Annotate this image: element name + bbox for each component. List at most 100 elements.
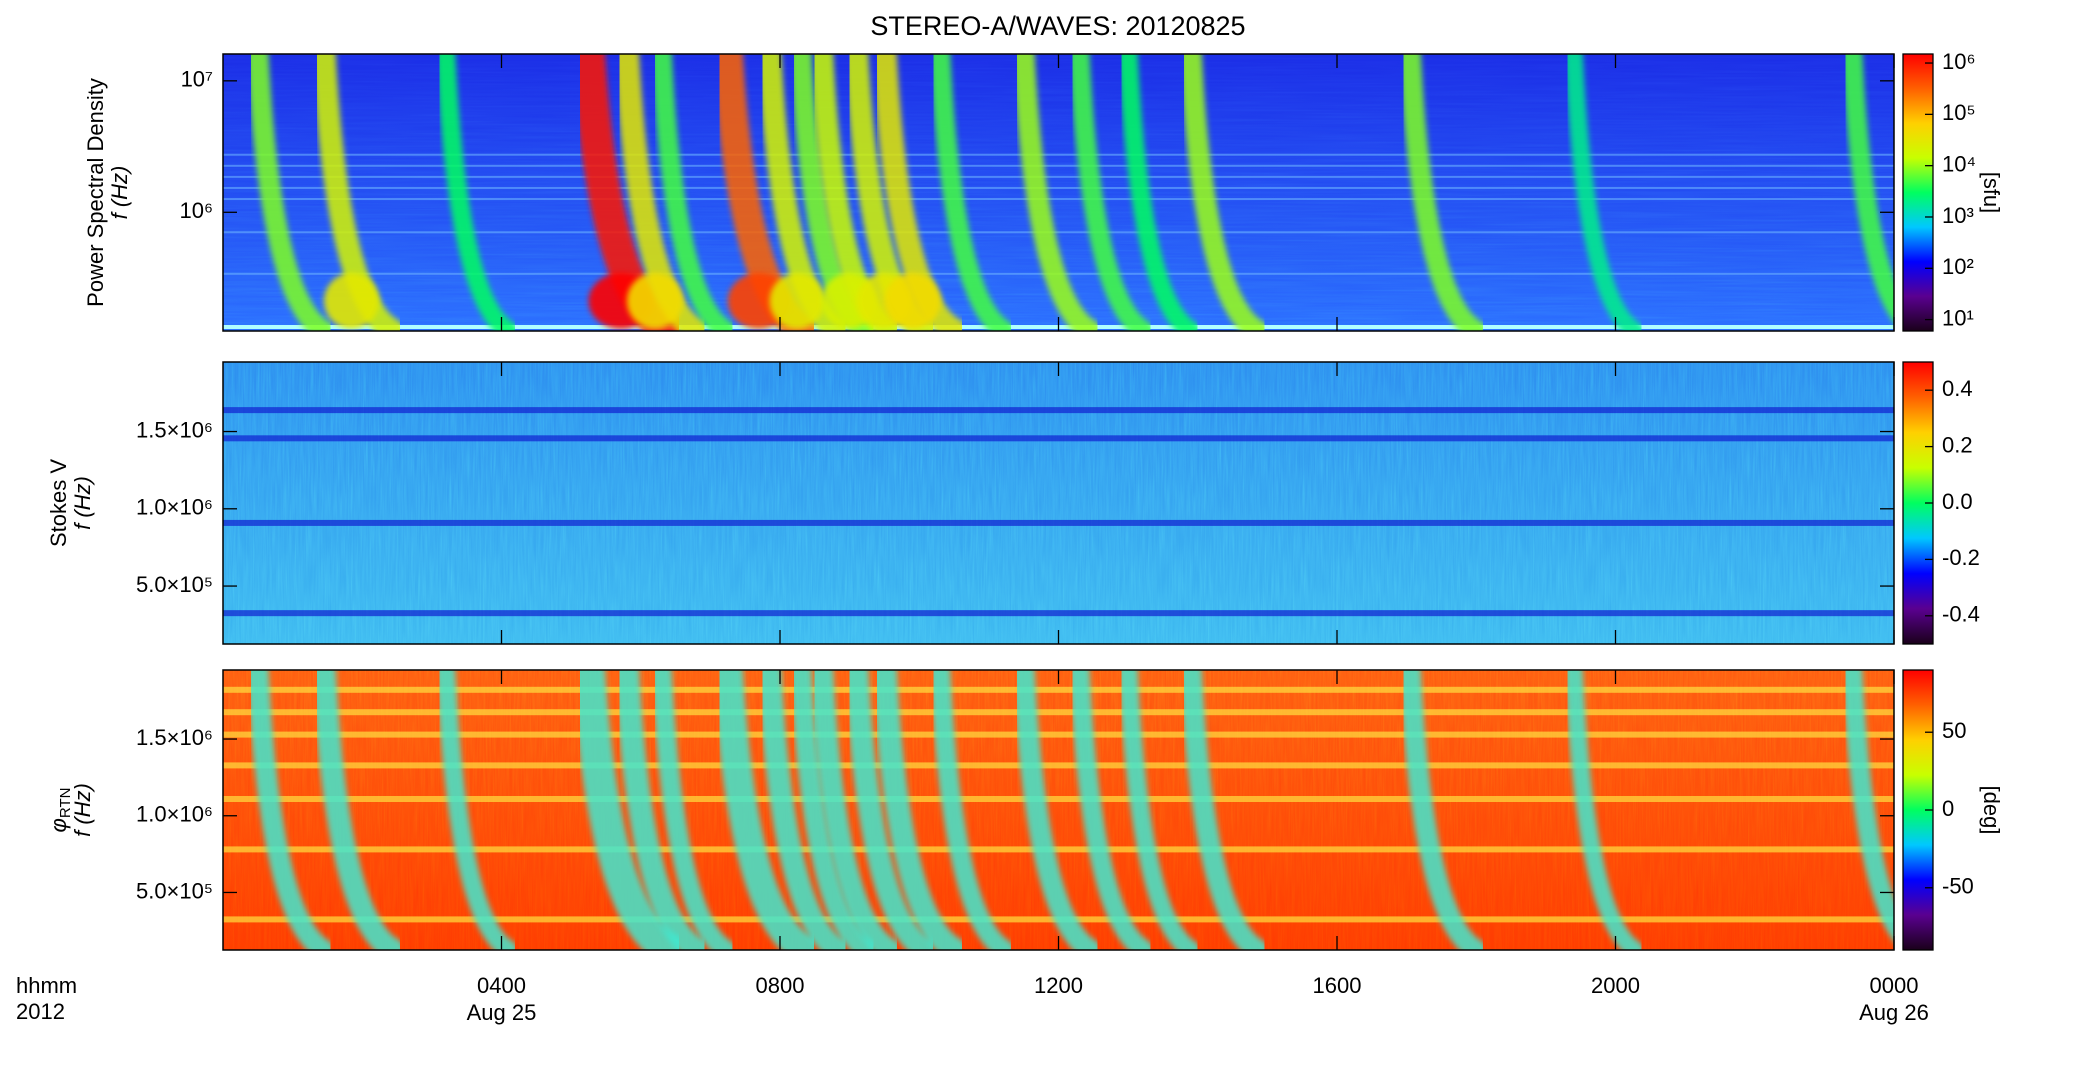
burst-core xyxy=(769,273,825,329)
colorbar-tick-label: 10⁴ xyxy=(1942,151,1976,176)
colorbar-tick-label: 0 xyxy=(1942,796,1954,821)
radio-burst xyxy=(1399,670,1487,950)
y-axis-label: φRTN xyxy=(46,788,74,833)
radio-burst xyxy=(1069,54,1154,331)
spectrogram xyxy=(223,54,1894,331)
radio-burst xyxy=(1564,670,1645,950)
chart-title: STEREO-A/WAVES: 20120825 xyxy=(870,11,1245,41)
channel-band xyxy=(223,435,1894,442)
channel-band xyxy=(223,610,1894,617)
colorbar-tick-label: 10⁵ xyxy=(1942,100,1976,125)
x-tick-label: 2000 xyxy=(1591,973,1640,998)
x-axis-label: hhmm xyxy=(16,973,77,998)
radio-burst xyxy=(790,670,878,950)
radio-burst xyxy=(614,670,710,950)
x-date-label: Aug 25 xyxy=(467,1000,537,1025)
colorbar-tick-label: -0.2 xyxy=(1942,545,1980,570)
channel-band xyxy=(223,407,1894,414)
channel-band xyxy=(223,198,1894,201)
colorbar-tick-label: 50 xyxy=(1942,718,1966,743)
radio-burst xyxy=(844,670,938,950)
channel-band xyxy=(223,686,1894,693)
radio-burst xyxy=(614,54,710,331)
y-tick-label: 10⁷ xyxy=(181,67,213,92)
y-tick-label: 1.0×10⁶ xyxy=(136,495,213,520)
colorbar-tick-label: -50 xyxy=(1942,874,1974,899)
radio-burst xyxy=(1118,54,1201,331)
radio-burst xyxy=(1012,670,1102,950)
x-axis-label: 2012 xyxy=(16,999,65,1024)
radio-burst xyxy=(872,670,968,950)
channel-band xyxy=(223,519,1894,526)
radio-burst xyxy=(651,670,737,950)
radio-burst xyxy=(1179,54,1269,331)
colorbar-label: [deg] xyxy=(1979,786,2004,835)
spectrogram-noise xyxy=(223,362,1894,644)
radio-burst xyxy=(930,54,1015,331)
radio-burst xyxy=(436,670,518,950)
colorbar-tick-label: 10² xyxy=(1942,254,1974,279)
colorbar-tick-label: 0.2 xyxy=(1942,432,1973,457)
burst-core xyxy=(884,273,941,329)
radio-burst xyxy=(1118,670,1201,950)
radio-burst xyxy=(1564,54,1645,331)
y-tick-label: 1.5×10⁶ xyxy=(136,417,213,442)
channel-band xyxy=(223,796,1894,802)
radio-burst xyxy=(757,54,851,331)
colorbar-tick-label: 10⁶ xyxy=(1942,49,1976,74)
radio-burst xyxy=(1179,670,1269,950)
radio-burst xyxy=(810,670,902,950)
y-tick-label: 10⁶ xyxy=(179,198,213,223)
burst-core xyxy=(626,273,684,329)
radio-burst xyxy=(930,670,1015,950)
channel-band xyxy=(223,731,1894,738)
y-axis-label: f (Hz) xyxy=(107,166,132,220)
radio-burst xyxy=(247,54,335,331)
spectrogram xyxy=(223,362,1894,644)
x-tick-label: 0800 xyxy=(756,973,805,998)
radio-burst xyxy=(872,54,968,331)
radio-burst xyxy=(247,670,335,950)
y-axis-label: f (Hz) xyxy=(70,783,95,837)
channel-band xyxy=(223,846,1894,853)
channel-band xyxy=(223,175,1894,178)
y-axis-label-text: φ xyxy=(46,818,71,832)
colorbar-tick-label: 10³ xyxy=(1942,203,1974,228)
spectrogram xyxy=(223,670,1894,950)
burst-core xyxy=(323,273,380,329)
colorbar-tick-label: 0.0 xyxy=(1942,489,1973,514)
y-axis-label: Power Spectral Density xyxy=(83,78,108,307)
radio-burst xyxy=(1069,670,1154,950)
channel-band xyxy=(223,709,1894,716)
channel-band xyxy=(223,153,1894,156)
radio-burst xyxy=(651,54,737,331)
y-tick-label: 1.0×10⁶ xyxy=(136,802,213,827)
colorbar-tick-label: 0.4 xyxy=(1942,376,1973,401)
y-tick-label: 1.5×10⁶ xyxy=(136,725,213,750)
radio-burst xyxy=(312,54,405,331)
radio-burst xyxy=(1842,670,1894,943)
channel-band xyxy=(223,164,1894,167)
radio-burst xyxy=(1399,54,1487,331)
colorbar-label: [sfu] xyxy=(1979,172,2004,214)
x-tick-label: 0000 xyxy=(1870,973,1919,998)
y-tick-label: 5.0×10⁵ xyxy=(136,572,213,597)
y-axis-label-text: Stokes V xyxy=(46,459,71,547)
colorbar-tick-label: 10¹ xyxy=(1942,305,1974,330)
x-tick-label: 1600 xyxy=(1313,973,1362,998)
x-tick-label: 1200 xyxy=(1034,973,1083,998)
colorbar-tick-label: -0.4 xyxy=(1942,602,1980,627)
colorbar xyxy=(1902,53,1934,332)
radio-burst xyxy=(1842,54,1894,324)
radio-burst xyxy=(436,54,518,331)
radio-burst xyxy=(1012,54,1102,331)
y-axis-label-sub: RTN xyxy=(57,788,74,819)
radio-burst xyxy=(712,670,821,950)
channel-band xyxy=(223,762,1894,769)
channel-band xyxy=(223,186,1894,189)
radio-burst xyxy=(757,670,851,950)
y-tick-label: 5.0×10⁵ xyxy=(136,878,213,903)
radio-burst xyxy=(572,670,688,950)
channel-band xyxy=(223,231,1894,234)
